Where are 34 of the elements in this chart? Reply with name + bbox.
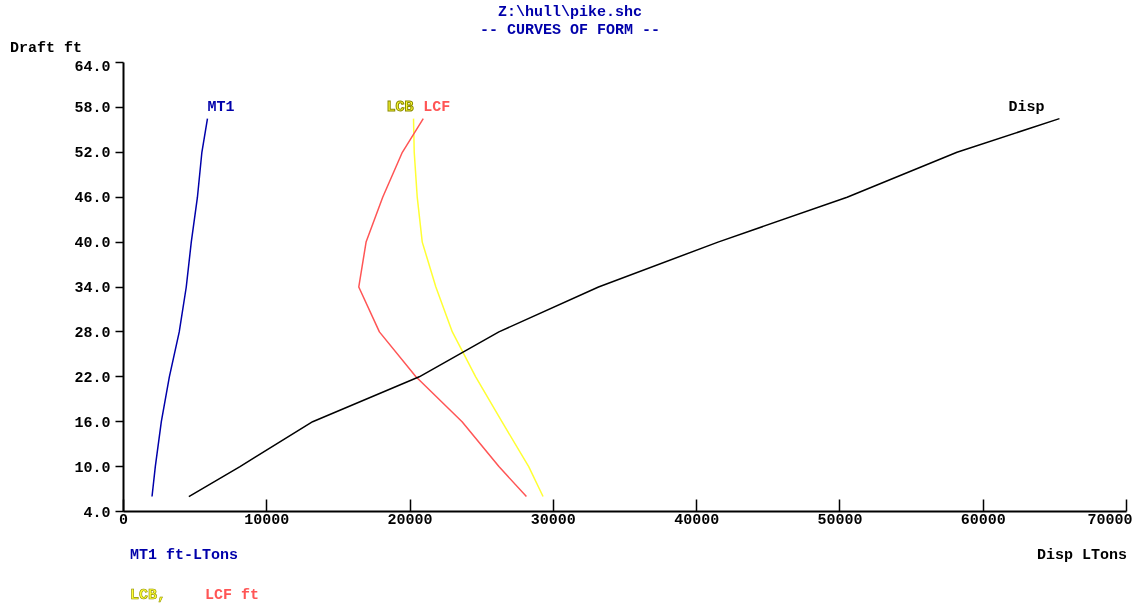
- y-tick-label: 64.0: [74, 58, 111, 76]
- chart-subtitle: -- CURVES OF FORM --: [479, 21, 661, 41]
- x-tick-label: 20000: [387, 511, 433, 529]
- text: LCF ft: [205, 586, 260, 605]
- y-axis-title: Draft ft: [10, 39, 83, 59]
- x-tick-label: 0: [119, 511, 129, 529]
- x-tick-label: 30000: [530, 511, 576, 529]
- y-tick-label: 16.0: [74, 414, 111, 432]
- series-label: LCB: [386, 98, 414, 116]
- chart-title: Z:\hull\pike.shc: [497, 3, 643, 23]
- y-tick-label: 22.0: [74, 369, 111, 387]
- y-tick-label: 28.0: [74, 324, 111, 342]
- text: MT1 ft-LTons: [130, 546, 239, 566]
- line-series: [151, 117, 209, 498]
- y-tick-label: 58.0: [74, 100, 111, 118]
- line-series: [412, 117, 544, 498]
- text: LCB,: [130, 586, 167, 605]
- x-tick-label: 10000: [244, 511, 290, 529]
- x-tick-label: 50000: [817, 511, 863, 529]
- y-tick-label: 52.0: [74, 145, 111, 163]
- y-tick-label: 34.0: [74, 280, 111, 297]
- x-tick-label: 70000: [1087, 511, 1132, 529]
- x-tick-label: 60000: [960, 511, 1006, 529]
- line-series: [358, 117, 528, 498]
- y-tick-label: 10.0: [74, 459, 111, 477]
- x-tick-label: 40000: [674, 511, 720, 529]
- series-label: Disp: [1008, 98, 1045, 116]
- line-series: [188, 117, 1061, 498]
- series-label: MT1: [207, 98, 235, 116]
- y-tick-label: 40.0: [74, 235, 111, 253]
- series-label: LCF: [423, 98, 451, 116]
- y-tick-label: 46.0: [74, 190, 111, 208]
- y-tick-label: 4.0: [83, 504, 111, 522]
- x-axis-title: Disp LTons: [1036, 546, 1127, 566]
